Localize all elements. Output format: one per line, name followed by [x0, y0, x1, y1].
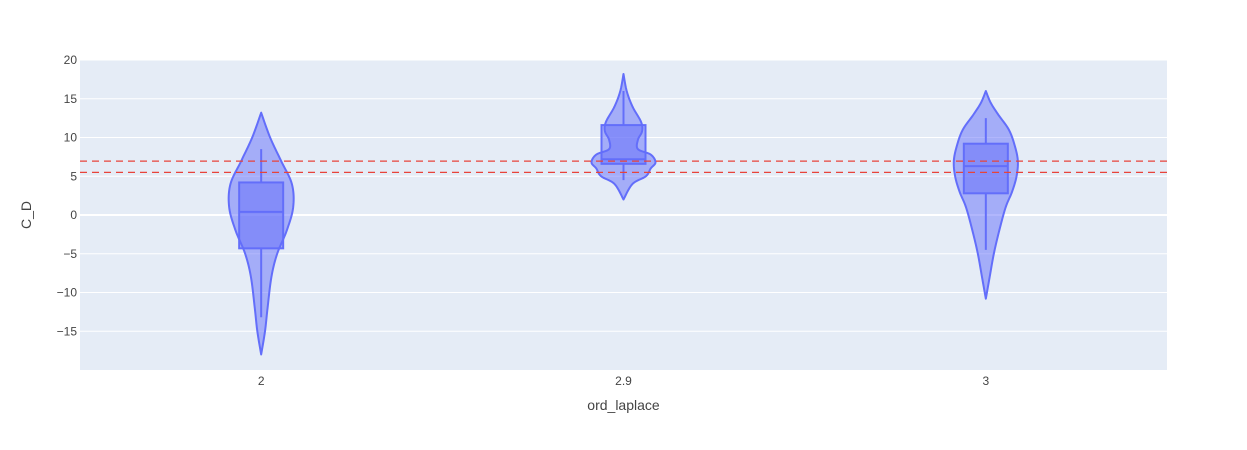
reference-lines [80, 160, 1167, 173]
y-tick-label: 20 [64, 53, 78, 67]
x-tick-label: 3 [982, 374, 989, 388]
x-tick-label: 2 [258, 374, 265, 388]
violin-2.9 [590, 72, 657, 201]
box [600, 124, 647, 165]
y-tick-label: −5 [63, 247, 77, 261]
violins [227, 72, 1019, 356]
violin-2 [227, 111, 295, 356]
y-tick-label: 0 [70, 208, 77, 222]
x-tick-labels: 2 2.9 3 [258, 374, 990, 388]
y-tick-labels: 20 15 10 5 0 −5 −10 −15 [57, 53, 78, 338]
x-tick-label: 2.9 [615, 374, 632, 388]
y-tick-label: 10 [64, 131, 78, 145]
violin-3 [952, 90, 1019, 300]
box [238, 181, 285, 250]
y-tick-label: 15 [64, 92, 78, 106]
y-tick-label: 5 [70, 169, 77, 183]
box [962, 142, 1009, 195]
y-tick-label: −10 [57, 286, 78, 300]
y-axis-title: C_D [18, 201, 34, 229]
x-axis-title: ord_laplace [587, 397, 660, 413]
y-tick-label: −15 [57, 324, 78, 338]
